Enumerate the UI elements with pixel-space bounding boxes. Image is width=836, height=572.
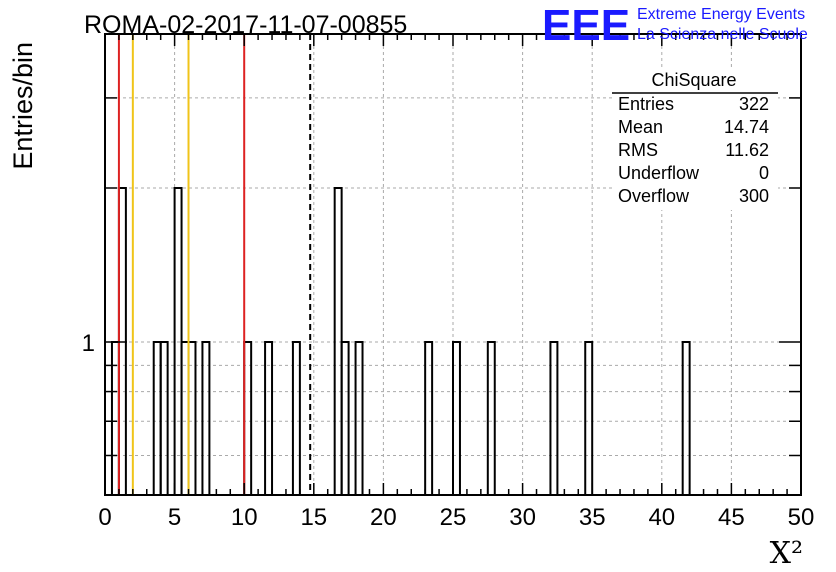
x-tick-label: 5 bbox=[168, 504, 181, 531]
x-tick-label: 15 bbox=[300, 504, 327, 531]
x-axis-ticks: 0 5 10 15 20 25 30 35 40 45 50 bbox=[98, 34, 814, 531]
stats-box: ChiSquare Entries 322 Mean 14.74 RMS 11.62 Und… bbox=[612, 68, 778, 210]
x-tick-label: 20 bbox=[370, 504, 397, 531]
x-tick-label: 50 bbox=[788, 504, 815, 531]
eee-logo: EEE Extreme Energy Events La Scienza nel… bbox=[542, 1, 808, 50]
stats-row-label: Entries bbox=[618, 94, 674, 114]
histogram-bin bbox=[424, 341, 434, 495]
eee-logo-text: EEE bbox=[542, 1, 630, 50]
stats-row-label: Mean bbox=[618, 117, 663, 137]
x-tick-label: 0 bbox=[98, 504, 111, 531]
stats-box-title: ChiSquare bbox=[651, 70, 736, 90]
reference-lines bbox=[117, 34, 312, 495]
stats-row-value: 300 bbox=[739, 186, 769, 206]
x-tick-label: 45 bbox=[718, 504, 745, 531]
histogram-bin bbox=[340, 341, 350, 495]
histogram-bin bbox=[291, 341, 301, 495]
x-tick-label: 35 bbox=[579, 504, 606, 531]
stats-row-value: 0 bbox=[759, 163, 769, 183]
histogram-bin bbox=[354, 341, 364, 495]
chart-title: ROMA-02-2017-11-07-00855 bbox=[84, 11, 407, 39]
histogram-bin bbox=[201, 341, 211, 495]
x-tick-label: 25 bbox=[440, 504, 467, 531]
x-tick-label: 40 bbox=[648, 504, 675, 531]
y-axis-ticks bbox=[105, 97, 801, 457]
histogram-bin bbox=[452, 341, 461, 495]
histogram-bin bbox=[681, 341, 691, 495]
stats-row-value: 14.74 bbox=[724, 117, 769, 137]
x-tick-label: 10 bbox=[231, 504, 258, 531]
x-tick-label: 30 bbox=[509, 504, 536, 531]
stats-row-value: 322 bbox=[739, 94, 769, 114]
x-axis-label: X² bbox=[770, 536, 803, 571]
stats-rows: Entries 322 Mean 14.74 RMS 11.62 Underflow 0 Ove… bbox=[618, 94, 769, 206]
histogram-bin bbox=[549, 341, 559, 495]
y-axis-label: Entries/bin bbox=[8, 42, 38, 170]
histogram-bin bbox=[486, 341, 496, 495]
histogram-bin bbox=[159, 341, 169, 495]
histogram-bin bbox=[264, 341, 274, 495]
y-tick-label-1: 1 bbox=[82, 330, 95, 357]
stats-row-label: RMS bbox=[618, 140, 658, 160]
logo-tagline-2: La Scienza nelle Scuole bbox=[637, 26, 808, 43]
histogram-bin bbox=[584, 341, 594, 495]
logo-tagline-1: Extreme Energy Events bbox=[637, 6, 805, 23]
stats-row-value: 11.62 bbox=[725, 140, 769, 160]
stats-row-label: Overflow bbox=[618, 186, 690, 206]
stats-row-label: Underflow bbox=[618, 163, 700, 183]
